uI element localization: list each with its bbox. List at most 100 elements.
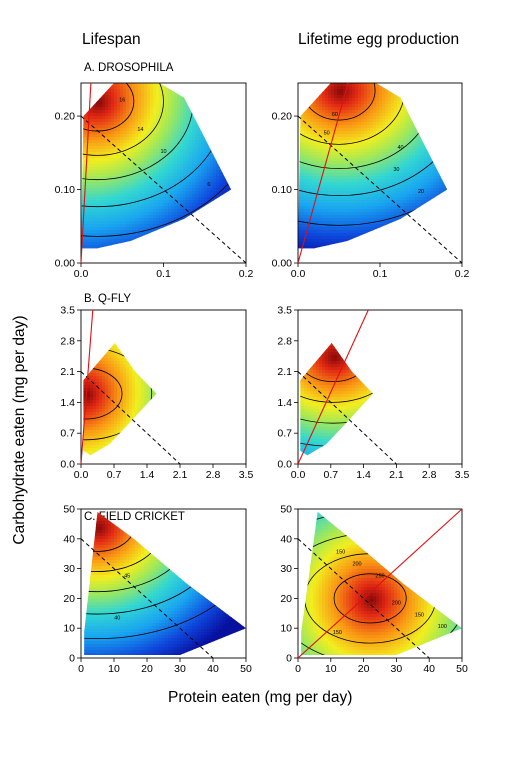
- plot-frame: [80, 508, 247, 659]
- contour-label: 6: [207, 182, 210, 188]
- plot-frame: [297, 508, 463, 659]
- isocaloric-line: [297, 371, 397, 465]
- panel-2: B. Q-FLY 0.0 0.7 1.4 2.1 2.8 3.5 0.0 0.7 1.4 2.1 2.…: [60, 293, 254, 481]
- x-tick-label: 30: [391, 663, 403, 675]
- y-tick-label: 3.5: [277, 305, 292, 317]
- x-tick-label: 1.4: [356, 469, 371, 481]
- x-axis-title: Protein eaten (mg per day): [168, 689, 353, 706]
- response-surface: [301, 512, 462, 655]
- nutrient-rail: [297, 309, 369, 465]
- y-tick-label: 50: [63, 504, 75, 516]
- nutrient-rail: [297, 82, 349, 264]
- panel-4: C. FIELD CRICKET 45 40 0 10 20 30 40 50 0 10 20 30 40…: [63, 504, 252, 676]
- x-tick-label: 2.1: [389, 469, 404, 481]
- x-tick-label: 0: [295, 663, 301, 675]
- panel-label: B. Q-FLY: [84, 293, 131, 305]
- x-tick-label: 3.5: [455, 469, 470, 481]
- x-tick-label: 1.4: [140, 469, 155, 481]
- x-tick-label: 40: [207, 663, 219, 675]
- x-tick-label: 10: [325, 663, 337, 675]
- contour-label: 40: [114, 615, 120, 621]
- contour-label: 100: [438, 624, 447, 630]
- y-axis-title: Carbohydrate eaten (mg per day): [11, 315, 28, 545]
- y-tick-label: 50: [280, 504, 292, 516]
- panel-3: 0.0 0.7 1.4 2.1 2.8 3.5 0.0 0.7 1.4 2.1 2.8 3.5: [277, 305, 470, 482]
- contour-label: 20: [418, 189, 424, 195]
- y-tick-label: 40: [280, 533, 292, 545]
- x-tick-label: 30: [174, 663, 186, 675]
- y-tick-label: 1.4: [60, 397, 75, 409]
- x-tick-label: 2.1: [173, 469, 188, 481]
- y-tick-label: 0.00: [272, 258, 293, 270]
- contour-label: 14: [137, 127, 143, 133]
- x-tick-label: 0: [78, 663, 84, 675]
- x-tick-label: 2.8: [422, 469, 437, 481]
- y-tick-label: 0.0: [60, 459, 75, 471]
- panel-label: A. DROSOPHILA: [84, 62, 174, 74]
- contour-label: 150: [336, 550, 345, 556]
- response-surface: [300, 343, 373, 456]
- x-tick-label: 50: [240, 663, 252, 675]
- x-tick-label: 20: [141, 663, 153, 675]
- y-tick-label: 2.8: [60, 335, 75, 347]
- contour-label: 200: [352, 562, 361, 568]
- panel-5: 150 200 250 200 150 150 100 0 10 20 30 40 50 0 10 20 30 4…: [280, 504, 468, 676]
- contour-label: 250: [375, 574, 384, 580]
- contour-label: 40: [397, 145, 403, 151]
- y-tick-label: 2.1: [60, 366, 75, 378]
- y-tick-label: 0: [286, 653, 292, 665]
- x-tick-label: 2.8: [206, 469, 221, 481]
- column-title-lifespan: Lifespan: [82, 31, 141, 48]
- y-tick-label: 0.10: [55, 184, 76, 196]
- y-tick-label: 30: [280, 563, 292, 575]
- x-tick-label: 0.2: [455, 268, 470, 280]
- x-tick-label: 3.5: [239, 469, 254, 481]
- response-surface: [84, 512, 246, 655]
- y-tick-label: 3.5: [60, 305, 75, 317]
- x-tick-label: 0.1: [373, 268, 388, 280]
- y-tick-label: 2.8: [277, 335, 292, 347]
- nutrient-rail: [80, 309, 94, 465]
- response-surface: [83, 343, 157, 456]
- panel-label: C. FIELD CRICKET: [84, 511, 185, 523]
- isocaloric-line: [297, 115, 463, 264]
- contour-label: 150: [415, 612, 424, 618]
- contour-label: 60: [332, 112, 338, 118]
- y-tick-label: 30: [63, 563, 75, 575]
- y-tick-label: 40: [63, 533, 75, 545]
- y-tick-label: 10: [280, 623, 292, 635]
- contour-label: 45: [124, 574, 130, 580]
- nutrient-rail: [80, 82, 92, 264]
- x-tick-label: 0.0: [74, 268, 89, 280]
- y-tick-label: 20: [280, 593, 292, 605]
- isocaloric-line: [297, 538, 430, 659]
- x-tick-label: 40: [423, 663, 435, 675]
- y-tick-label: 1.4: [277, 397, 292, 409]
- contour-label: 30: [393, 167, 399, 173]
- isocaloric-line: [80, 538, 214, 659]
- panel-1: 60 50 40 30 20 0.0 0.1 0.2 0.00 0.10 0.20: [272, 82, 470, 280]
- y-tick-label: 0.7: [60, 428, 75, 440]
- y-tick-label: 2.1: [277, 366, 292, 378]
- contour-label: 200: [392, 600, 401, 606]
- y-tick-label: 0.00: [55, 258, 76, 270]
- x-tick-label: 0.1: [156, 268, 171, 280]
- y-tick-label: 0.0: [277, 459, 292, 471]
- panel-0: A. DROSOPHILA 16 14 10 6 0.0 0.1 0.2 0.00 0.10 0.2…: [55, 62, 254, 280]
- x-tick-label: 20: [358, 663, 370, 675]
- plot-frame: [80, 309, 247, 465]
- y-tick-label: 0.7: [277, 428, 292, 440]
- x-tick-label: 0.0: [291, 268, 306, 280]
- y-tick-label: 0.20: [272, 111, 293, 123]
- y-tick-label: 10: [63, 623, 75, 635]
- contour-label: 150: [333, 630, 342, 636]
- column-title-egg-production: Lifetime egg production: [298, 31, 460, 48]
- y-tick-label: 20: [63, 593, 75, 605]
- y-tick-label: 0: [69, 653, 75, 665]
- x-tick-label: 0.0: [74, 469, 89, 481]
- x-tick-label: 10: [108, 663, 120, 675]
- nutrient-rail: [297, 508, 463, 659]
- contour-label: 10: [160, 149, 166, 155]
- y-tick-label: 0.10: [272, 184, 293, 196]
